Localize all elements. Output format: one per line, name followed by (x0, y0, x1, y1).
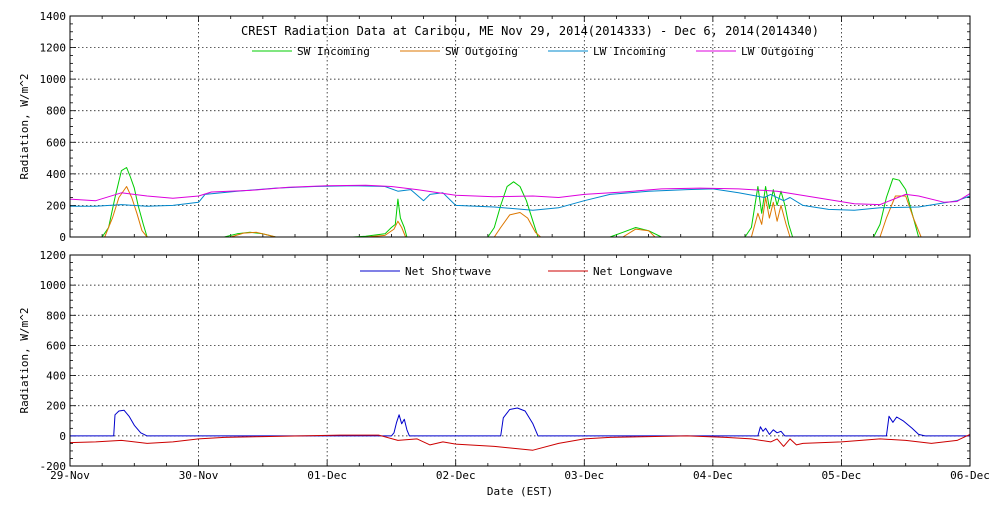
series-line-sw-incoming (70, 167, 970, 238)
y-tick-label: 800 (46, 309, 66, 322)
legend-label-net-longwave: Net Longwave (593, 265, 672, 278)
y-tick-label: 400 (46, 370, 66, 383)
x-tick-label: 30-Nov (179, 469, 219, 482)
y-tick-label: 800 (46, 105, 66, 118)
series-line-sw-outgoing (70, 186, 970, 238)
x-tick-label: 03-Dec (564, 469, 604, 482)
series-line-net-longwave (69, 433, 971, 451)
plot-frame (69, 15, 971, 238)
x-tick-label: 29-Nov (50, 469, 90, 482)
y-tick-label: 0 (59, 231, 66, 244)
y-tick-label: 0 (59, 430, 66, 443)
series-line-lw-outgoing (69, 184, 971, 206)
y-tick-label: 200 (46, 199, 66, 212)
panel-1: 0 200 400 600 800 1000 1200 1400 Radiation, W/m^… (18, 10, 971, 244)
chart-title: CREST Radiation Data at Caribou, ME Nov … (241, 24, 819, 38)
y-axis-label: Radiation, W/m^2 (18, 74, 31, 180)
x-tick-label: 05-Dec (822, 469, 862, 482)
y-tick-label: 1200 (40, 249, 67, 262)
series-line-lw-incoming (70, 185, 971, 211)
y-tick-label: 200 (46, 400, 66, 413)
y-tick-label: 1000 (40, 279, 67, 292)
series-line-net-shortwave (70, 407, 970, 437)
y-tick-label: 1200 (40, 42, 67, 55)
y-tick-label: 400 (46, 168, 66, 181)
y-tick-label: 600 (46, 136, 66, 149)
x-tick-label: 06-Dec (950, 469, 990, 482)
x-tick-label: 04-Dec (693, 469, 733, 482)
y-axis-label: Radiation, W/m^2 (18, 308, 31, 414)
y-tick-label: -200 (40, 460, 67, 473)
legend-label-sw-outgoing: SW Outgoing (445, 45, 518, 58)
y-tick-label: 1400 (40, 10, 67, 23)
legend-label-lw-incoming: LW Incoming (593, 45, 666, 58)
x-tick-label: 02-Dec (436, 469, 476, 482)
plot-frame (69, 254, 971, 467)
legend-label-lw-outgoing: LW Outgoing (741, 45, 814, 58)
x-tick-label: 01-Dec (307, 469, 347, 482)
y-tick-label: 1000 (40, 73, 67, 86)
legend-label-sw-incoming: SW Incoming (297, 45, 370, 58)
y-tick-label: 600 (46, 339, 66, 352)
panel-2: -200 0 200 400 600 800 1000 1200 29-Nov 30-Nov 01-… (18, 249, 990, 498)
legend-label-net-shortwave: Net Shortwave (405, 265, 491, 278)
x-axis-label: Date (EST) (487, 485, 553, 498)
